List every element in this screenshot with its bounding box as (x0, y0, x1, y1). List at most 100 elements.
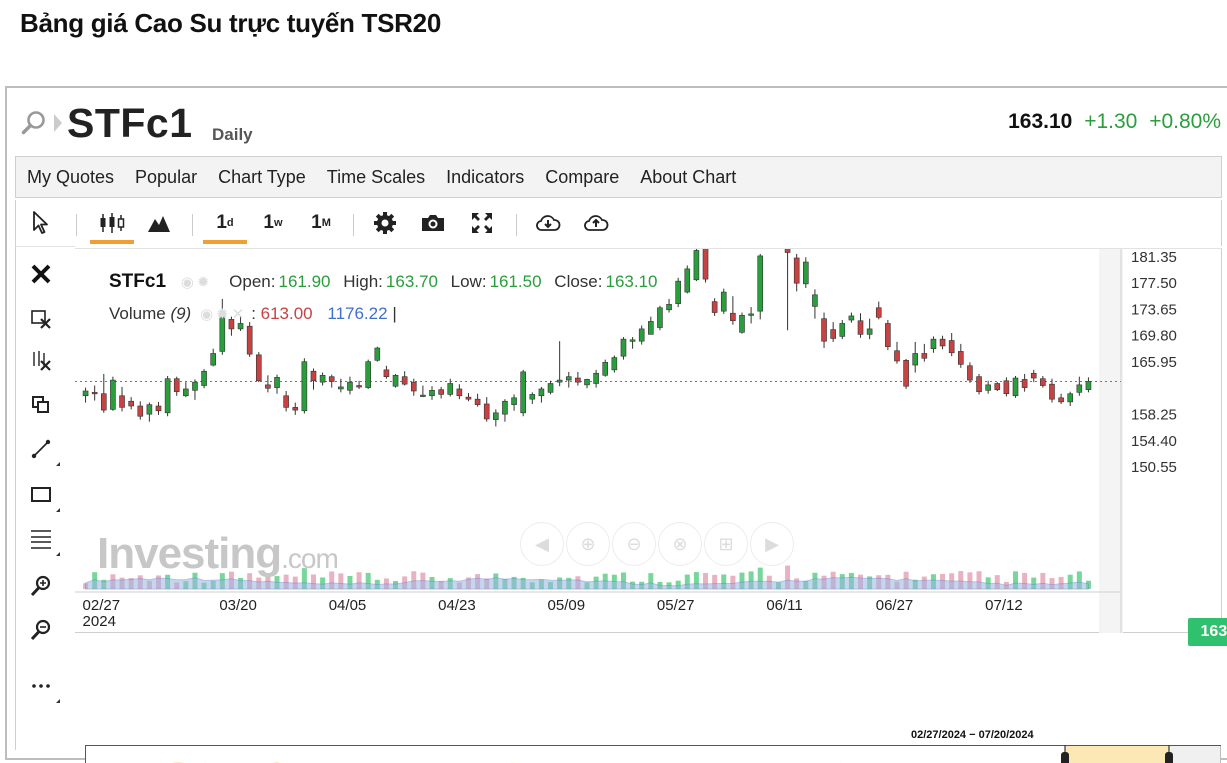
candle (374, 346, 381, 362)
clone-window-icon[interactable] (30, 394, 52, 416)
navigator-chart[interactable] (85, 745, 1222, 763)
legend-visibility-icon[interactable]: ◉✹ (180, 274, 213, 291)
volume-bar (976, 571, 982, 589)
menu-about-chart[interactable]: About Chart (640, 166, 737, 187)
candle (301, 358, 308, 414)
symbol-name: STFc1 (67, 100, 193, 146)
volume-ma-area (85, 576, 1089, 590)
candle (91, 385, 98, 401)
candle (930, 336, 937, 353)
zoom-range-icon[interactable]: ⊞ (704, 522, 748, 566)
menu-popular[interactable]: Popular (135, 166, 198, 187)
fullscreen-icon[interactable] (468, 208, 496, 238)
candle (420, 385, 426, 398)
scroll-left-icon[interactable]: ◀ (520, 522, 564, 566)
volume-bar (958, 571, 964, 589)
chart-area[interactable]: 189.05185.20181.35177.50173.65169.80165.… (75, 248, 1227, 646)
candle (1058, 393, 1064, 404)
upload-icon[interactable] (582, 208, 610, 238)
candle (611, 355, 618, 373)
chevron-right-icon[interactable] (52, 110, 64, 136)
candle (830, 322, 836, 342)
menu-time-scales[interactable]: Time Scales (326, 166, 426, 187)
mountain-icon[interactable] (144, 208, 174, 238)
legend-open-label: Open: (229, 272, 276, 291)
legend-high-label: High: (343, 272, 383, 291)
gear-icon[interactable] (371, 208, 399, 238)
download-icon[interactable] (534, 208, 562, 238)
trendline-icon[interactable] (30, 438, 60, 466)
menu-my-quotes[interactable]: My Quotes (27, 166, 115, 187)
candle (429, 386, 435, 400)
candle (383, 365, 390, 379)
volume-bar (730, 575, 736, 589)
candle (584, 378, 590, 389)
reset-zoom-icon[interactable]: ⊗ (658, 522, 702, 566)
drawing-tools-sidebar (15, 246, 75, 750)
candle (1030, 369, 1037, 383)
volume-legend: Volume (9) ◉✹✕: 613.00 1176.22 | (109, 304, 397, 323)
candle (210, 348, 216, 367)
range-navigator[interactable]: 02/27/2024 − 07/20/2024 (85, 729, 1222, 763)
candle (1076, 376, 1083, 396)
toolbar-separator (516, 214, 517, 236)
scroll-right-icon[interactable]: ▶ (750, 522, 794, 566)
delete-drawings-icon[interactable] (30, 308, 52, 330)
candle (575, 371, 581, 386)
candle (465, 393, 472, 402)
cursor-icon[interactable] (28, 208, 52, 238)
more-icon[interactable] (30, 675, 60, 703)
zoom-in-chart-icon[interactable]: ⊕ (566, 522, 610, 566)
candle (565, 371, 572, 388)
y-tick-label-2: 181.35 (1131, 249, 1177, 266)
camera-icon[interactable] (419, 208, 447, 238)
close-icon[interactable] (30, 263, 52, 285)
candle (666, 298, 672, 313)
candle (748, 307, 754, 324)
search-icon[interactable] (21, 110, 47, 136)
candle (173, 376, 180, 396)
volume-bar (785, 565, 791, 589)
zoom-out-icon[interactable] (30, 619, 52, 641)
volume-bar (994, 575, 1000, 589)
rectangle-icon[interactable] (30, 484, 60, 512)
volume-visibility-icon[interactable]: ◉✹✕ (199, 306, 248, 323)
candlestick-icon[interactable] (90, 208, 134, 244)
candle (538, 386, 545, 403)
volume-bar (648, 573, 654, 589)
candle (128, 397, 134, 410)
menu-compare[interactable]: Compare (545, 166, 620, 187)
candle (347, 376, 353, 395)
candle (547, 380, 554, 395)
delete-indicators-icon[interactable] (30, 350, 52, 372)
candle (493, 409, 499, 427)
y-tick-label-3: 177.50 (1131, 275, 1177, 292)
candle (164, 375, 171, 417)
candle (438, 386, 444, 399)
volume-bar (757, 567, 763, 589)
candle (137, 401, 144, 420)
volume-value: 613.00 (260, 304, 313, 323)
menu-chart-type[interactable]: Chart Type (218, 166, 306, 187)
candle (912, 341, 919, 373)
chart-header: STFc1 Daily 163.10 +1.30 +0.80% (7, 88, 1227, 152)
volume-bar (283, 574, 289, 589)
candle (1067, 391, 1074, 407)
volume-bar (329, 571, 335, 589)
zoom-in-icon[interactable] (30, 575, 52, 597)
volume-bar (347, 575, 353, 589)
candle (839, 320, 846, 340)
price-chart[interactable]: 189.05185.20181.35177.50173.65169.80165.… (75, 249, 1222, 634)
menu-indicators[interactable]: Indicators (446, 166, 525, 187)
candle (183, 382, 189, 398)
candle (812, 289, 818, 319)
candle (502, 399, 508, 422)
volume-period: (9) (170, 304, 192, 323)
candle (821, 312, 827, 349)
zoom-out-chart-icon[interactable]: ⊖ (612, 522, 656, 566)
candle (985, 380, 991, 394)
fibonacci-icon[interactable] (30, 528, 60, 556)
